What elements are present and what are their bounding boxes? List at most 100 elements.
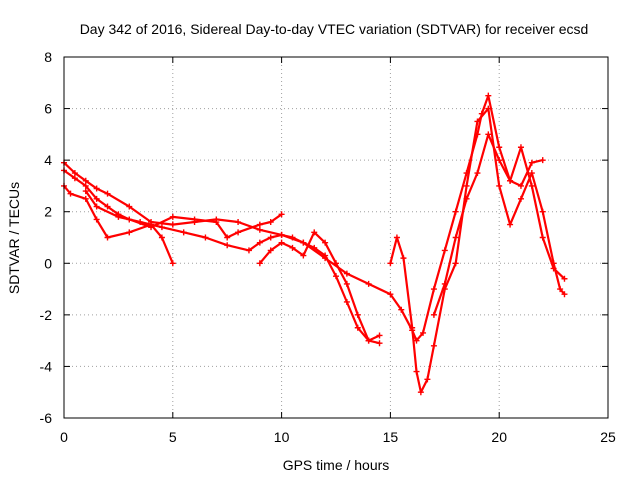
data-point: [452, 234, 459, 241]
data-point: [71, 170, 78, 177]
data-point: [517, 144, 524, 151]
data-point: [333, 273, 339, 280]
data-point: [430, 286, 437, 293]
data-point: [430, 342, 437, 349]
series-group: [61, 92, 546, 344]
data-point: [463, 195, 470, 202]
series-group: [61, 167, 285, 241]
y-tick-label: -2: [40, 307, 53, 323]
data-point: [311, 244, 318, 251]
data-point: [256, 239, 263, 246]
data-point: [256, 226, 263, 233]
data-point: [409, 324, 416, 331]
data-point: [104, 190, 111, 197]
data-point: [376, 340, 383, 347]
data-point: [507, 221, 514, 228]
data-point: [387, 260, 394, 267]
data-point: [507, 177, 514, 184]
data-point: [300, 239, 307, 246]
data-point: [311, 229, 318, 236]
data-point: [82, 195, 89, 202]
data-point: [517, 195, 524, 202]
series-line: [62, 94, 544, 342]
y-tick-label: 8: [44, 49, 52, 65]
data-point: [557, 286, 564, 293]
data-point: [485, 131, 492, 138]
y-tick-label: 4: [44, 152, 52, 168]
x-tick-label: 0: [60, 429, 68, 445]
data-point: [256, 221, 263, 228]
data-point: [267, 219, 274, 226]
data-point: [104, 203, 111, 210]
data-point: [354, 311, 361, 318]
data-point: [82, 182, 89, 189]
data-point: [93, 195, 100, 202]
data-point: [213, 219, 220, 226]
data-point: [485, 105, 492, 112]
y-tick-label: -6: [40, 410, 53, 426]
data-point: [71, 175, 78, 182]
data-point: [104, 234, 111, 241]
data-point: [398, 306, 405, 313]
data-point: [322, 252, 329, 259]
data-point: [93, 203, 100, 210]
data-point: [528, 182, 535, 189]
data-point: [517, 182, 524, 189]
data-point: [413, 368, 420, 375]
series-group: [387, 105, 568, 396]
data-point: [115, 213, 122, 220]
data-point: [424, 376, 431, 383]
data-point: [539, 208, 546, 215]
data-point: [550, 265, 557, 272]
data-point: [417, 389, 424, 396]
data-series: [61, 92, 568, 396]
data-point: [235, 219, 242, 226]
data-point: [430, 311, 437, 318]
data-point: [256, 260, 263, 267]
y-tick-label: 6: [44, 101, 52, 117]
gridlines: [64, 57, 608, 418]
data-point: [67, 190, 74, 197]
data-point: [93, 185, 100, 192]
data-point: [496, 182, 503, 189]
series-line: [62, 169, 283, 239]
data-point: [441, 280, 448, 287]
data-point: [169, 221, 176, 228]
data-point: [376, 332, 383, 339]
data-point: [420, 329, 427, 336]
data-point: [289, 244, 296, 251]
data-point: [343, 298, 350, 305]
data-point: [343, 270, 350, 277]
y-axis-label: SDTVAR / TECUs: [6, 182, 22, 294]
plot-frame: [63, 56, 609, 419]
data-point: [224, 242, 231, 249]
data-point: [474, 118, 481, 125]
data-point: [245, 247, 252, 254]
data-point: [158, 224, 165, 231]
data-point: [333, 260, 339, 267]
x-axis-label: GPS time / hours: [283, 457, 390, 473]
data-point: [169, 213, 176, 220]
data-point: [528, 170, 535, 177]
data-point: [452, 208, 459, 215]
x-tick-label: 20: [491, 429, 507, 445]
data-point: [289, 234, 296, 241]
series-group: [256, 229, 383, 347]
data-point: [322, 239, 329, 246]
data-point: [496, 144, 503, 151]
series-group: [430, 131, 568, 318]
data-point: [393, 234, 400, 241]
data-point: [82, 177, 89, 184]
data-point: [267, 234, 274, 241]
y-tick-label: 2: [44, 204, 52, 220]
x-tick-label: 10: [274, 429, 290, 445]
data-point: [93, 216, 100, 223]
data-point: [365, 337, 372, 344]
data-point: [463, 182, 470, 189]
data-point: [474, 170, 481, 177]
data-point: [539, 234, 546, 241]
data-point: [191, 216, 198, 223]
data-point: [278, 231, 285, 238]
data-point: [561, 275, 568, 282]
